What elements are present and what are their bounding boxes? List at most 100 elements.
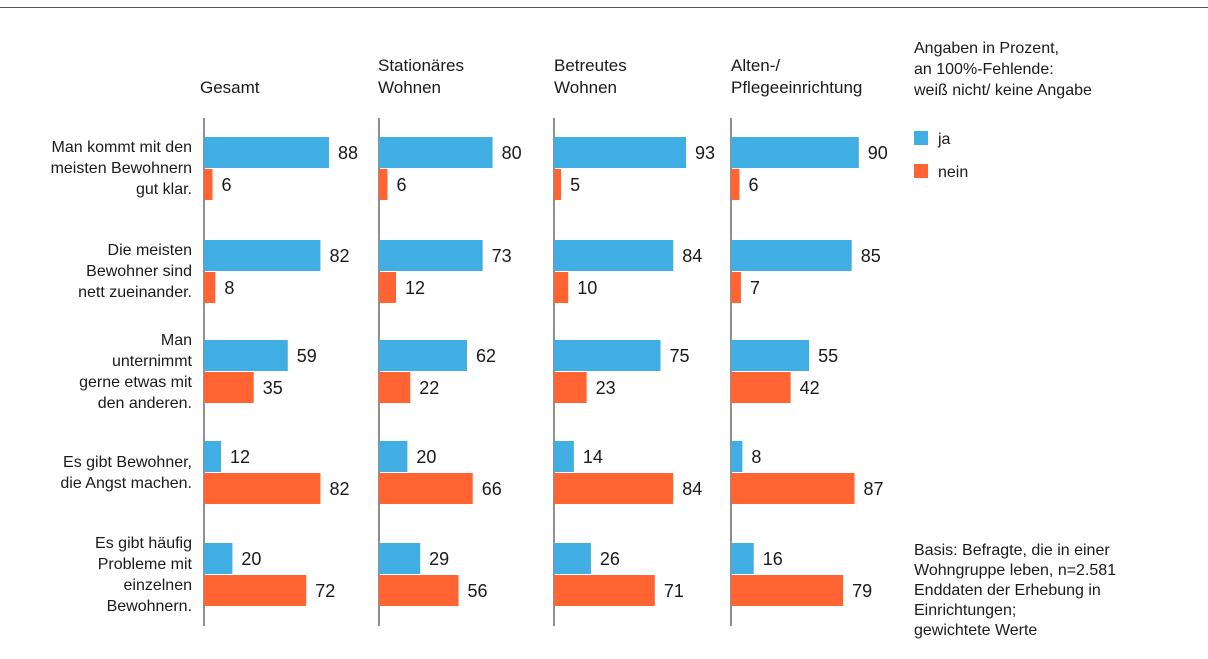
bar-nein [554, 169, 562, 200]
row-label-line: Man kommt mit den [51, 139, 192, 156]
bar-nein [554, 575, 655, 606]
row-label-line: Man [160, 331, 192, 349]
row-label-line: Die meisten [107, 242, 192, 259]
data-label-ja: 20 [241, 549, 261, 569]
row-label-line: einzelnen [123, 576, 193, 594]
data-label-nein: 79 [852, 581, 872, 601]
bar-nein [379, 169, 388, 200]
data-label-nein: 22 [419, 378, 439, 398]
row-label-line: nett zueinander. [78, 284, 192, 301]
row-label-line: unternimmt [111, 352, 192, 370]
bar-nein [554, 372, 587, 403]
data-label-ja: 59 [297, 346, 317, 366]
data-label-ja: 12 [230, 447, 250, 467]
bar-ja [554, 543, 591, 574]
data-label-ja: 80 [502, 143, 522, 163]
bar-ja [731, 441, 743, 472]
row-label-line: Bewohner sind [86, 263, 192, 280]
legend-item-ja: ja [914, 130, 950, 150]
data-label-ja: 90 [868, 143, 888, 163]
bar-nein [204, 372, 254, 403]
data-label-nein: 6 [397, 175, 407, 195]
bar-ja [554, 240, 674, 271]
legend-label-ja: ja [938, 131, 951, 148]
data-label-nein: 6 [222, 175, 232, 195]
source-line: Einrichtungen; [914, 602, 1017, 619]
row-label-line: Es gibt häufig [95, 534, 192, 552]
data-label-ja: 26 [600, 549, 620, 569]
data-label-nein: 82 [329, 479, 349, 499]
data-label-ja: 20 [416, 447, 436, 467]
data-label-nein: 42 [800, 378, 820, 398]
bar-nein [731, 372, 791, 403]
bar-nein [204, 575, 307, 606]
bar-ja [731, 543, 754, 574]
data-label-ja: 84 [682, 246, 702, 266]
data-label-ja: 93 [695, 143, 715, 163]
data-label-nein: 6 [749, 175, 759, 195]
data-label-ja: 73 [492, 246, 512, 266]
row-label: Man unternimmt gerne etwas mit den anderen. [6, 330, 192, 414]
bar-ja [204, 441, 222, 472]
data-label-ja: 16 [763, 549, 783, 569]
legend-note: Angaben in Prozent, an 100%-Fehlende: we… [914, 38, 1092, 101]
source-line: Wohngruppe leben, n=2.581 [914, 562, 1117, 579]
bar-ja [204, 240, 321, 271]
bar-nein [731, 169, 740, 200]
bar-nein [379, 372, 411, 403]
data-label-nein: 87 [864, 479, 884, 499]
row-label: Es gibt häufig Probleme mit einzelnen Bewoh… [6, 533, 192, 617]
row-label: Man kommt mit den meisten Bewohnern gut kl… [6, 137, 192, 200]
bar-ja [554, 340, 661, 371]
row-label-line: Bewohnern. [106, 597, 192, 615]
data-label-ja: 62 [476, 346, 496, 366]
data-label-ja: 82 [329, 246, 349, 266]
bar-nein [731, 272, 741, 303]
data-label-nein: 10 [577, 278, 597, 298]
data-label-nein: 7 [750, 278, 760, 298]
row-label-line: Es gibt Bewohner, [63, 453, 192, 471]
data-label-ja: 85 [861, 246, 881, 266]
row-label-line: gut klar. [135, 181, 192, 198]
row-label-line: gerne etwas mit [79, 373, 192, 391]
data-label-nein: 72 [315, 581, 335, 601]
panel-title: Gesamt [200, 78, 260, 97]
row-label: Die meisten Bewohner sind nett zueinander. [6, 240, 192, 303]
legend-item-nein: nein [914, 163, 968, 183]
bar-nein [731, 473, 855, 504]
bar-ja [204, 137, 329, 168]
row-label-line: Probleme mit [97, 555, 192, 573]
bar-nein [554, 272, 569, 303]
data-label-nein: 5 [570, 175, 580, 195]
panel-title: Stationäres Wohnen [378, 56, 464, 97]
data-label-nein: 56 [468, 581, 488, 601]
bar-ja [379, 137, 493, 168]
bar-ja [379, 543, 421, 574]
bar-ja [554, 441, 574, 472]
panel-title: Alten-/ Pflegeeinrichtung [731, 56, 863, 97]
data-label-nein: 35 [263, 378, 283, 398]
top-rule [0, 7, 1208, 8]
legend-swatch-nein [914, 164, 928, 178]
source-line: Enddaten der Erhebung in [914, 582, 1101, 599]
data-label-nein: 8 [224, 278, 234, 298]
bar-nein [731, 575, 844, 606]
data-label-ja: 8 [751, 447, 761, 467]
bar-ja [379, 340, 468, 371]
bar-nein [204, 272, 216, 303]
bar-ja [731, 137, 859, 168]
bar-nein [379, 272, 397, 303]
panel-title: Betreutes Wohnen [554, 56, 627, 97]
data-label-ja: 14 [583, 447, 603, 467]
data-label-nein: 23 [596, 378, 616, 398]
data-label-nein: 84 [682, 479, 702, 499]
data-label-nein: 12 [405, 278, 425, 298]
bar-ja [379, 240, 483, 271]
data-label-ja: 29 [429, 549, 449, 569]
bar-ja [731, 240, 852, 271]
legend-note-line: an 100%-Fehlende: [914, 61, 1054, 78]
bar-ja [204, 543, 233, 574]
row-label-line: meisten Bewohnern [50, 160, 192, 177]
